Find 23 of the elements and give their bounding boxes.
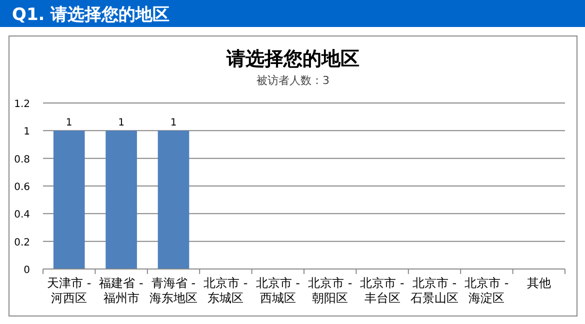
data-label: 1 — [170, 118, 177, 129]
x-tick-label: 青海省 - 海东地区 — [150, 276, 198, 305]
x-tick-label: 北京市 - 西城区 — [256, 276, 300, 305]
header: Q1. 请选择您的地区 — [12, 5, 170, 25]
y-tick-label: 1.2 — [14, 99, 30, 110]
y-tick-label: 0.2 — [14, 237, 30, 248]
x-tick-label: 北京市 - 石景山区 — [410, 276, 458, 305]
x-tick-label: 北京市 - 东城区 — [204, 276, 248, 305]
data-label: 1 — [66, 118, 72, 129]
data-label: 1 — [118, 118, 124, 129]
y-tick-label: 0.4 — [14, 210, 30, 221]
y-tick-label: 0.6 — [14, 182, 30, 193]
y-tick-label: 0.8 — [14, 154, 30, 166]
x-tick-label: 其他 — [526, 276, 551, 290]
chart-title: 请选择您的地区 — [226, 48, 360, 70]
x-tick-label: 天津市 - 河西区 — [47, 276, 92, 305]
x-tick-label: 北京市 - 朝阳区 — [308, 276, 352, 305]
y-tick-label: 0 — [24, 265, 30, 276]
x-tick-label: 北京市 - 丰台区 — [360, 276, 404, 305]
x-tick-label: 福建省 - 福州市 — [99, 276, 144, 305]
y-tick-label: 1 — [24, 126, 30, 138]
x-tick-label: 北京市 - 海淀区 — [464, 276, 509, 305]
chart-subtitle: 被访者人数：3 — [256, 74, 330, 87]
